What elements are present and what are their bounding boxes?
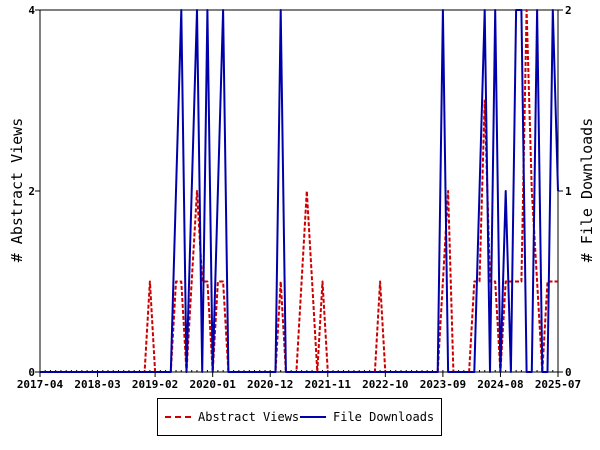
- x-tick-label: 2019-02: [132, 378, 178, 391]
- plot-area: [39, 9, 559, 373]
- x-tick-label: 2022-10: [362, 378, 408, 391]
- x-tick-label: 2021-11: [305, 378, 352, 391]
- series-line-file-downloads: [40, 9, 559, 373]
- legend-swatch-file-downloads: [300, 416, 326, 418]
- legend-label-abstract-views: Abstract Views: [198, 410, 300, 424]
- left-y-tick-label: 2: [28, 185, 35, 198]
- legend-item-file-downloads: File Downloads: [300, 410, 434, 424]
- x-tick-label: 2017-04: [17, 378, 64, 391]
- right-y-tick-label: 0: [565, 366, 572, 379]
- x-tick-label: 2020-01: [189, 378, 236, 391]
- x-tick-label: 2025-07: [535, 378, 581, 391]
- x-tick-label: 2023-09: [420, 378, 466, 391]
- legend: Abstract Views File Downloads: [157, 398, 442, 436]
- x-tick-label: 2024-08: [477, 378, 523, 391]
- right-y-tick-label: 1: [565, 185, 572, 198]
- series-line-abstract-views: [40, 9, 558, 373]
- x-tick-label: 2020-12: [247, 378, 293, 391]
- right-y-axis-ticks: 0 1 2: [558, 4, 572, 379]
- left-y-tick-label: 0: [28, 366, 35, 379]
- right-y-axis-title: # File Downloads: [578, 118, 596, 263]
- left-y-axis-title: # Abstract Views: [8, 118, 26, 263]
- x-tick-label: 2018-03: [74, 378, 120, 391]
- legend-label-file-downloads: File Downloads: [333, 410, 435, 424]
- x-axis-ticks: 2017-04 2018-03 2019-02 2020-01 2020-12 2021-…: [17, 372, 581, 391]
- left-y-axis-ticks: 0 2 4: [28, 4, 40, 379]
- right-y-tick-label: 2: [565, 4, 572, 17]
- left-y-tick-label: 4: [28, 4, 35, 17]
- legend-item-abstract-views: Abstract Views: [165, 410, 299, 424]
- legend-swatch-abstract-views: [165, 416, 191, 418]
